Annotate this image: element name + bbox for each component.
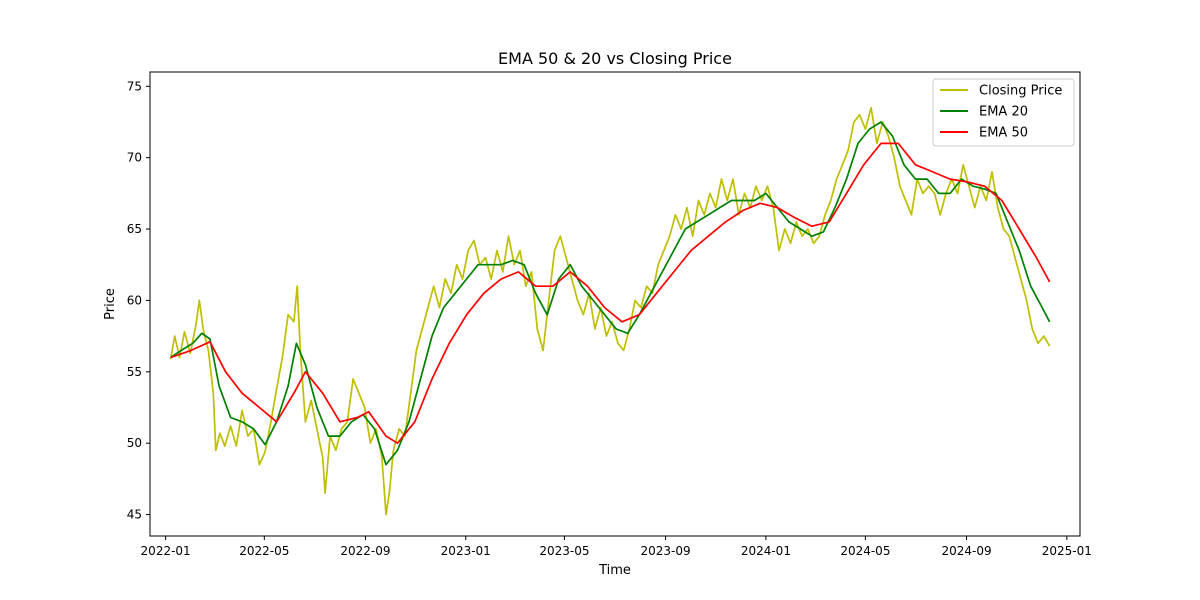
y-tick-label: 65 bbox=[127, 222, 142, 236]
x-tick-label: 2023-09 bbox=[641, 544, 691, 558]
x-tick-label: 2023-01 bbox=[441, 544, 491, 558]
x-tick-label: 2024-05 bbox=[840, 544, 890, 558]
chart-title: EMA 50 & 20 vs Closing Price bbox=[498, 49, 732, 68]
y-tick-label: 60 bbox=[127, 293, 142, 307]
x-tick-label: 2024-09 bbox=[941, 544, 991, 558]
legend-box bbox=[932, 78, 1075, 147]
x-tick-label: 2022-01 bbox=[141, 544, 191, 558]
y-tick-label: 55 bbox=[127, 365, 142, 379]
y-tick-label: 45 bbox=[127, 508, 142, 522]
x-tick-label: 2024-01 bbox=[741, 544, 791, 558]
legend-label-closing-price: Closing Price bbox=[979, 84, 1062, 99]
legend-label-ema-50: EMA 50 bbox=[979, 126, 1028, 141]
y-axis-ticks: 45 50 55 60 65 70 75 bbox=[127, 79, 150, 522]
legend: Closing Price EMA 20 EMA 50 bbox=[932, 78, 1075, 147]
y-tick-label: 75 bbox=[127, 79, 142, 93]
x-axis-ticks: 2022-01 2022-05 2022-09 2023-01 2023-05 2023-… bbox=[141, 536, 1092, 558]
x-tick-label: 2022-05 bbox=[239, 544, 289, 558]
plot-area bbox=[149, 71, 1081, 537]
x-axis-label: Time bbox=[598, 563, 631, 578]
x-tick-label: 2022-09 bbox=[340, 544, 390, 558]
legend-label-ema-20: EMA 20 bbox=[979, 105, 1028, 120]
series-layer bbox=[169, 106, 1051, 516]
series-line-ema-50 bbox=[170, 142, 1051, 445]
series-line-ema-20 bbox=[170, 121, 1051, 466]
x-tick-label: 2025-01 bbox=[1042, 544, 1092, 558]
x-tick-label: 2023-05 bbox=[539, 544, 589, 558]
y-axis-label: Price bbox=[103, 288, 118, 320]
y-tick-label: 50 bbox=[127, 436, 142, 450]
y-tick-label: 70 bbox=[127, 151, 142, 165]
